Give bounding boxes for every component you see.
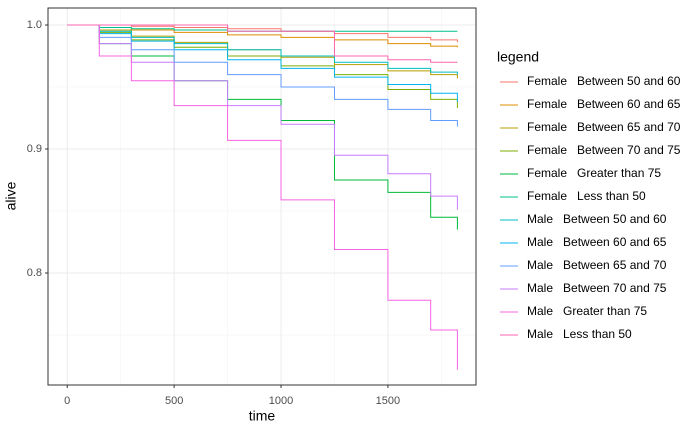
legend-label: Male Between 65 and 70 bbox=[527, 258, 667, 272]
series-line bbox=[67, 24, 458, 370]
x-axis-title: time bbox=[249, 408, 276, 424]
x-tick-label: 1500 bbox=[376, 395, 400, 407]
y-tick-label: 0.9 bbox=[27, 143, 42, 155]
legend-title: legend bbox=[497, 49, 539, 65]
legend-label: Male Between 60 and 65 bbox=[527, 235, 667, 249]
y-tick-label: 0.8 bbox=[27, 267, 42, 279]
legend-label: Female Between 50 and 60 bbox=[527, 74, 681, 88]
legend-label: Female Between 65 and 70 bbox=[527, 120, 681, 134]
legend-label: Female Between 70 and 75 bbox=[527, 143, 681, 157]
legend-label: Female Between 60 and 65 bbox=[527, 97, 681, 111]
series-line bbox=[67, 24, 458, 102]
legend-label: Male Less than 50 bbox=[527, 327, 632, 341]
series-line bbox=[67, 24, 458, 210]
legend-label: Male Between 70 and 75 bbox=[527, 281, 667, 295]
x-tick-label: 500 bbox=[165, 395, 183, 407]
legend-label: Female Greater than 75 bbox=[527, 166, 661, 180]
plot-background bbox=[48, 8, 476, 385]
y-tick-label: 1.0 bbox=[27, 19, 42, 31]
legend-label: Male Between 50 and 60 bbox=[527, 212, 667, 226]
legend-label: Male Greater than 75 bbox=[527, 304, 647, 318]
legend-label: Female Less than 50 bbox=[527, 189, 646, 203]
series-line bbox=[67, 24, 458, 32]
plot-border bbox=[47, 7, 477, 386]
x-tick-label: 0 bbox=[64, 395, 70, 407]
series-line bbox=[67, 24, 458, 43]
y-axis-title: alive bbox=[3, 181, 19, 210]
series-line bbox=[67, 24, 458, 127]
series-line bbox=[67, 24, 458, 75]
x-tick-label: 1000 bbox=[269, 395, 293, 407]
series-line bbox=[67, 24, 458, 63]
